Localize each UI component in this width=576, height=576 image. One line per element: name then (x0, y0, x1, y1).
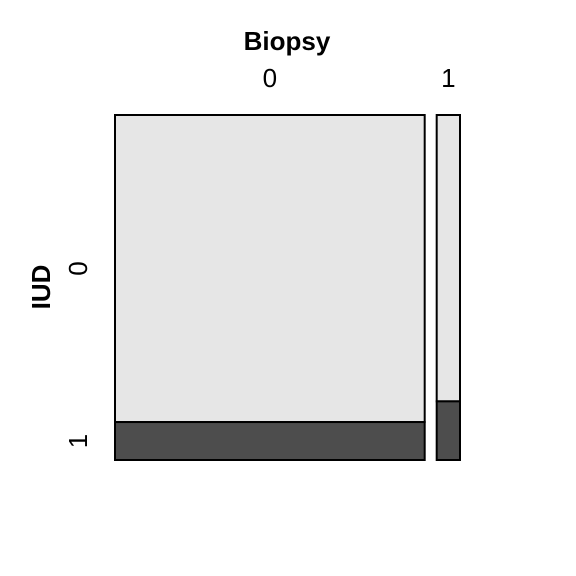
mosaic-cell-biopsy-0-iud-0 (114, 114, 426, 424)
mosaic-cell-biopsy-0-iud-1 (114, 421, 426, 461)
y-tick-label-0: 0 (63, 261, 93, 275)
mosaic-cells (114, 114, 462, 462)
chart-title: Biopsy (244, 26, 331, 56)
y-tick-label-1: 1 (63, 434, 93, 448)
x-tick-label-0: 0 (263, 63, 277, 93)
x-tick-label-1: 1 (441, 63, 455, 93)
mosaic-cell-biopsy-1-iud-1 (435, 400, 462, 462)
tick-labels: 0 1 0 1 (63, 63, 456, 448)
mosaic-cell-biopsy-1-iud-0 (435, 114, 462, 403)
y-axis-title: IUD (26, 265, 56, 310)
